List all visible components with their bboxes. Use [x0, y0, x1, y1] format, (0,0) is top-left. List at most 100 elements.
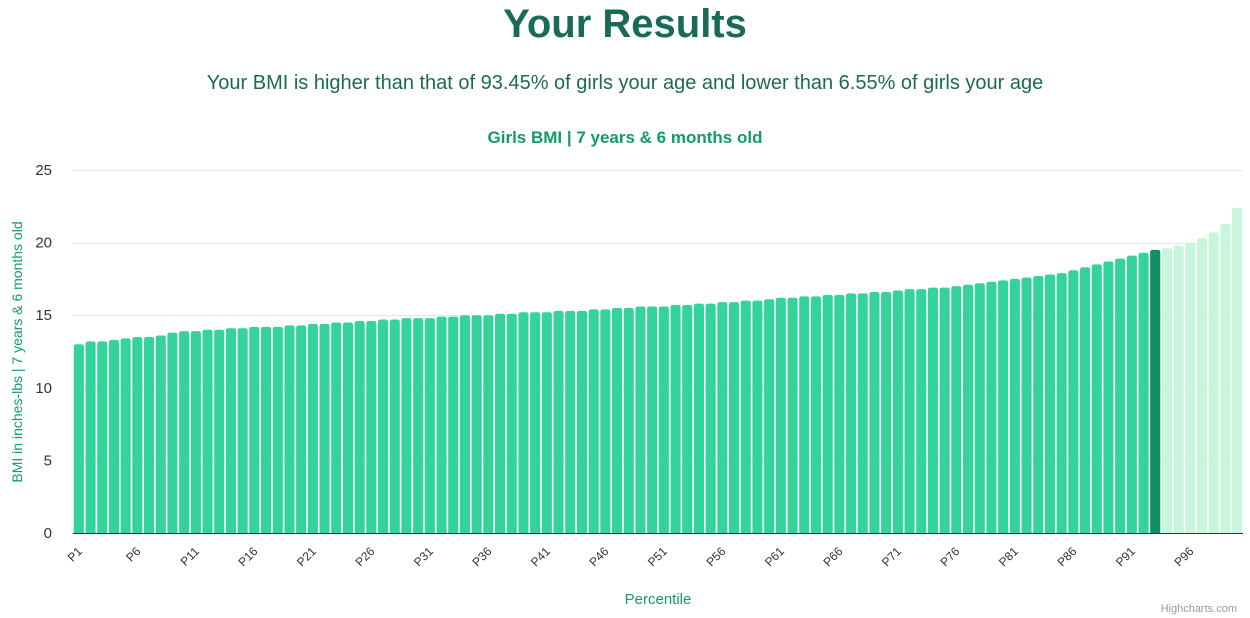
bar-p12[interactable] [202, 329, 213, 533]
bar-p15[interactable] [237, 328, 248, 533]
bar-p100[interactable] [1232, 207, 1243, 533]
bar-p57[interactable] [729, 302, 740, 533]
bar-p53[interactable] [682, 305, 693, 533]
bar-p97[interactable] [1197, 238, 1208, 533]
bar-p18[interactable] [272, 326, 283, 533]
bar-p77[interactable] [963, 284, 974, 533]
bar-p96[interactable] [1185, 242, 1196, 533]
bar-p16[interactable] [249, 326, 260, 533]
bar-p83[interactable] [1033, 275, 1044, 533]
bar-p55[interactable] [705, 303, 716, 533]
bar-p11[interactable] [190, 331, 201, 533]
bar-p28[interactable] [389, 319, 400, 533]
bar-p6[interactable] [132, 336, 143, 533]
bar-p60[interactable] [764, 299, 775, 533]
bar-p67[interactable] [846, 293, 857, 533]
bar-p89[interactable] [1103, 261, 1114, 533]
bar-p70[interactable] [881, 291, 892, 533]
bar-p17[interactable] [261, 326, 272, 533]
bar-p8[interactable] [155, 335, 166, 533]
bar-p36[interactable] [483, 315, 494, 533]
bar-p90[interactable] [1115, 258, 1126, 533]
bar-p95[interactable] [1173, 245, 1184, 533]
bar-p43[interactable] [565, 310, 576, 533]
bar-p34[interactable] [459, 315, 470, 533]
bar-p35[interactable] [471, 315, 482, 533]
bar-p7[interactable] [144, 336, 155, 533]
bar-p30[interactable] [413, 318, 424, 533]
bar-p20[interactable] [296, 325, 307, 533]
bar-p93[interactable] [1150, 249, 1161, 534]
bar-p31[interactable] [424, 318, 435, 533]
chart-credit[interactable]: Highcharts.com [1161, 603, 1237, 615]
bar-p84[interactable] [1044, 274, 1055, 533]
bar-p47[interactable] [612, 307, 623, 533]
bar-p54[interactable] [693, 303, 704, 533]
bar-p45[interactable] [588, 309, 599, 533]
bar-p4[interactable] [108, 339, 119, 533]
bar-p41[interactable] [541, 312, 552, 533]
bar-p26[interactable] [366, 321, 377, 533]
bar-p92[interactable] [1138, 252, 1149, 533]
bar-p24[interactable] [342, 322, 353, 533]
bar-p10[interactable] [179, 331, 190, 533]
bar-p62[interactable] [787, 297, 798, 533]
bar-p72[interactable] [904, 289, 915, 533]
bar-p88[interactable] [1091, 264, 1102, 533]
bar-p80[interactable] [998, 280, 1009, 533]
bar-p27[interactable] [378, 319, 389, 533]
bar-p66[interactable] [834, 294, 845, 533]
bar-p21[interactable] [307, 323, 318, 533]
bar-p85[interactable] [1056, 273, 1067, 533]
bar-p1[interactable] [73, 344, 84, 533]
bar-p2[interactable] [85, 341, 96, 533]
bar-p58[interactable] [740, 300, 751, 533]
bar-p91[interactable] [1126, 255, 1137, 533]
bar-p81[interactable] [1009, 278, 1020, 533]
bar-p56[interactable] [717, 302, 728, 533]
bar-p71[interactable] [892, 290, 903, 533]
bar-p63[interactable] [799, 296, 810, 533]
bar-p23[interactable] [331, 322, 342, 533]
bar-p94[interactable] [1161, 248, 1172, 533]
bar-p73[interactable] [916, 289, 927, 533]
bar-p69[interactable] [869, 291, 880, 533]
bar-p9[interactable] [167, 332, 178, 533]
bar-p64[interactable] [810, 296, 821, 533]
bar-p19[interactable] [284, 325, 295, 533]
bar-p75[interactable] [939, 287, 950, 533]
bar-p44[interactable] [576, 310, 587, 533]
bar-p68[interactable] [857, 293, 868, 533]
bar-p86[interactable] [1068, 270, 1079, 533]
bar-p59[interactable] [752, 300, 763, 533]
bar-p87[interactable] [1080, 267, 1091, 533]
bar-p50[interactable] [647, 306, 658, 533]
bar-p38[interactable] [506, 313, 517, 533]
bar-p37[interactable] [495, 313, 506, 533]
bar-p22[interactable] [319, 323, 330, 533]
bar-p76[interactable] [951, 286, 962, 533]
bar-p33[interactable] [448, 316, 459, 533]
bar-p40[interactable] [530, 312, 541, 533]
bar-p48[interactable] [623, 307, 634, 533]
bar-p51[interactable] [658, 306, 669, 533]
bar-p65[interactable] [822, 294, 833, 533]
bar-p74[interactable] [927, 287, 938, 533]
bar-p25[interactable] [354, 321, 365, 533]
bar-p39[interactable] [518, 312, 529, 533]
bar-p78[interactable] [974, 283, 985, 533]
bar-p46[interactable] [600, 309, 611, 533]
bar-p61[interactable] [775, 297, 786, 533]
bar-p79[interactable] [986, 281, 997, 533]
bar-p5[interactable] [120, 338, 131, 533]
bar-p42[interactable] [553, 310, 564, 533]
bar-p82[interactable] [1021, 277, 1032, 533]
bar-p52[interactable] [670, 305, 681, 533]
bar-p13[interactable] [214, 329, 225, 533]
bar-p3[interactable] [97, 341, 108, 533]
bar-p29[interactable] [401, 318, 412, 533]
bar-p32[interactable] [436, 316, 447, 533]
bar-p98[interactable] [1208, 232, 1219, 533]
bar-p49[interactable] [635, 306, 646, 533]
bar-p99[interactable] [1220, 223, 1231, 533]
